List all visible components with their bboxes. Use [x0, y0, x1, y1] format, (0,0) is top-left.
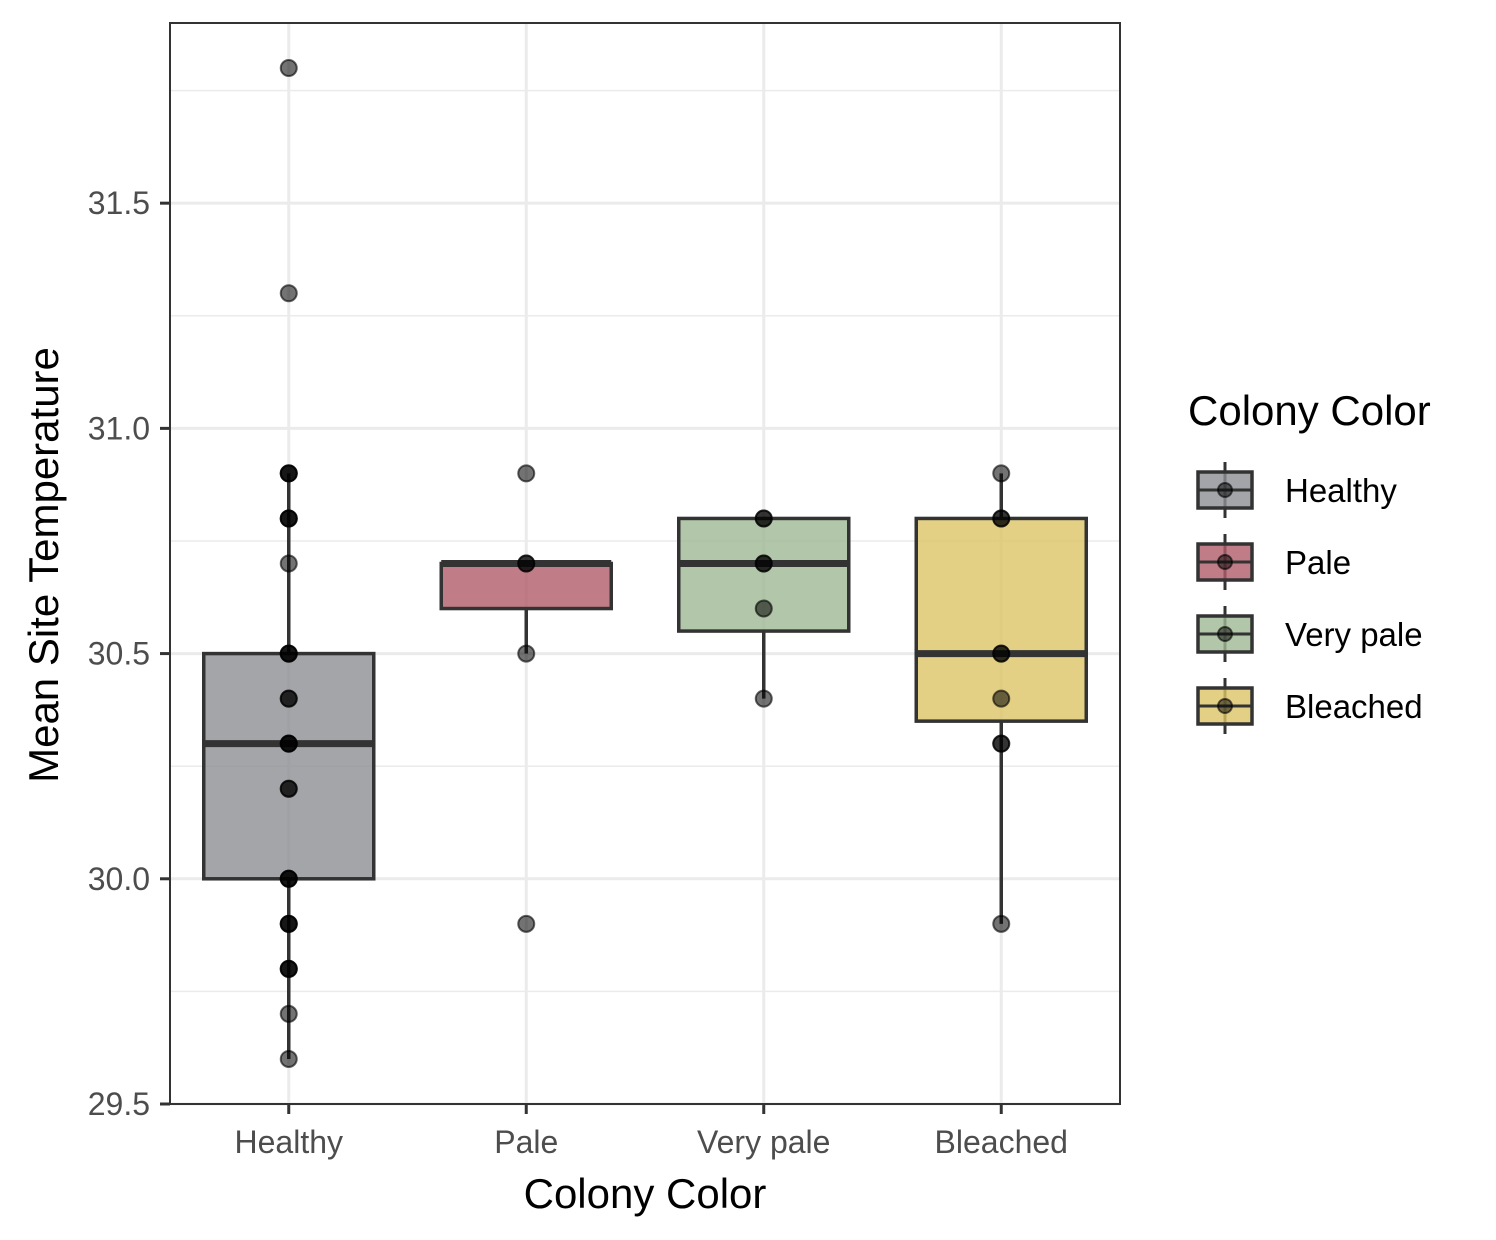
x-tick-label: Bleached: [935, 1124, 1068, 1160]
legend-key-point: [1217, 554, 1233, 570]
data-point: [279, 914, 298, 933]
data-point: [279, 779, 298, 798]
data-point: [517, 644, 536, 663]
data-point: [279, 959, 298, 978]
data-point: [279, 869, 298, 888]
legend-item-bleached: Bleached: [1196, 678, 1423, 734]
data-point: [754, 554, 773, 573]
legend-key-point: [1217, 482, 1233, 498]
data-point: [279, 1004, 298, 1023]
x-tick-label: Healthy: [235, 1124, 344, 1160]
legend-label: Healthy: [1285, 472, 1397, 509]
data-point: [279, 734, 298, 753]
data-point: [992, 644, 1011, 663]
x-axis-title: Colony Color: [524, 1170, 767, 1217]
data-point: [279, 464, 298, 483]
legend-label: Pale: [1285, 544, 1351, 581]
data-point: [279, 59, 298, 78]
y-axis-title: Mean Site Temperature: [20, 347, 67, 783]
y-tick-label: 31.0: [88, 410, 150, 446]
y-tick-label: 30.5: [88, 636, 150, 672]
axes: 29.5 30.0 30.5 31.0 31.5 Healthy Pale Very pale…: [88, 185, 1068, 1160]
data-point: [279, 644, 298, 663]
data-point: [279, 1049, 298, 1068]
data-point: [992, 509, 1011, 528]
legend-item-pale: Pale: [1196, 534, 1351, 590]
data-point: [992, 914, 1011, 933]
y-tick-label: 29.5: [88, 1086, 150, 1122]
legend-key-point: [1217, 698, 1233, 714]
data-point: [279, 284, 298, 303]
data-point: [517, 464, 536, 483]
legend-item-healthy: Healthy: [1196, 462, 1397, 518]
panel-border: [169, 22, 1121, 1105]
y-tick-label: 31.5: [88, 185, 150, 221]
data-point: [754, 599, 773, 618]
data-point: [754, 689, 773, 708]
data-point: [992, 464, 1011, 483]
legend-label: Bleached: [1285, 688, 1423, 725]
data-point: [992, 734, 1011, 753]
x-tick-label: Very pale: [697, 1124, 830, 1160]
legend: Colony Color Healthy Pale Very pale Bleache…: [1188, 387, 1431, 734]
x-tick-label: Pale: [494, 1124, 558, 1160]
data-point: [992, 689, 1011, 708]
data-point: [279, 509, 298, 528]
plot-panel: [169, 22, 1121, 1106]
legend-title: Colony Color: [1188, 387, 1431, 434]
y-tick-label: 30.0: [88, 861, 150, 897]
data-point: [279, 554, 298, 573]
box-iqr: [202, 651, 376, 881]
legend-label: Very pale: [1285, 616, 1423, 653]
data-point: [279, 689, 298, 708]
data-point: [517, 554, 536, 573]
data-point: [754, 509, 773, 528]
data-point: [517, 914, 536, 933]
legend-key-point: [1217, 626, 1233, 642]
legend-item-very-pale: Very pale: [1196, 606, 1423, 662]
